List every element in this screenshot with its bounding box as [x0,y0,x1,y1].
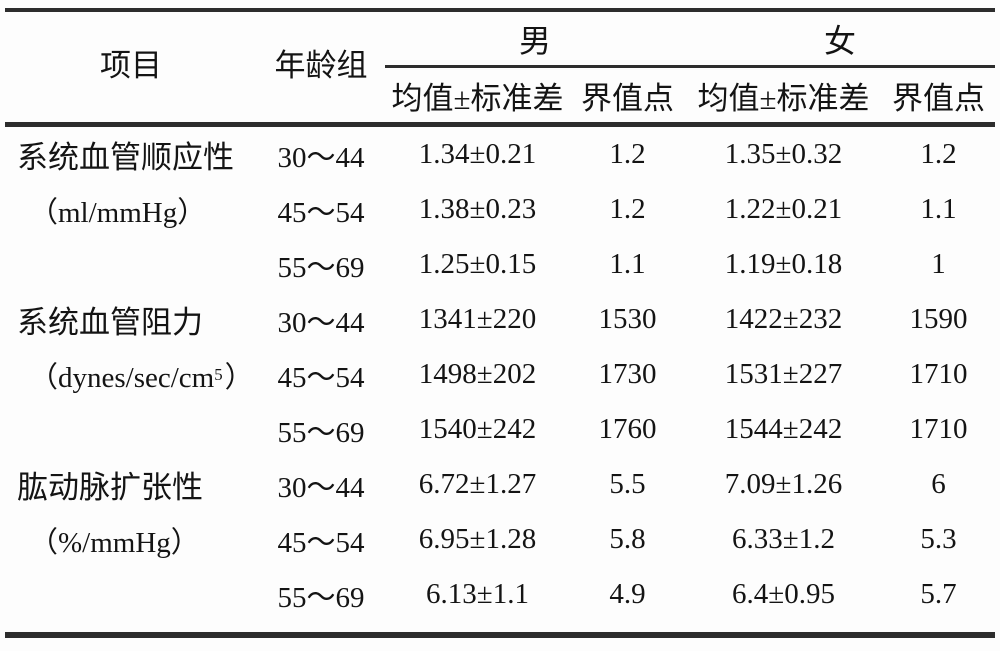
cell-age: 45～54 [277,196,365,229]
table-header: 项目 年龄组 男 女 均值±标准差 界值点 均值±标准差 界值点 [5,12,995,122]
cell-female-mean-sd: 1544±242 [724,413,843,445]
cell-item: 肱动脉扩张性 [17,470,203,505]
cell-item-unit: （dynes/sec/cm 5） [5,347,257,402]
cell-female-cutoff: 1.1 [920,193,957,225]
cell-male-mean-sd: 1.38±0.23 [418,193,537,225]
cell-item: 系统血管顺应性 [17,140,234,175]
cell-age: 30～44 [277,141,365,174]
cell-female-mean-sd: 6.33±1.2 [732,523,835,555]
cell-age: 45～54 [277,361,365,394]
cell-male-mean-sd: 1341±220 [418,303,537,335]
cell-age: 45～54 [277,526,365,559]
table-top-border [5,8,995,12]
cell-male-mean-sd: 1.34±0.21 [418,138,537,170]
cell-female-mean-sd: 6.4±0.95 [732,578,835,610]
cell-female-mean-sd: 1422±232 [724,303,843,335]
subheader-mean-sd-male: 均值±标准差 [391,80,564,116]
cell-female-cutoff: 1 [931,248,946,280]
header-item: 项目 [100,47,162,83]
cell-age: 30～44 [277,306,365,339]
cell-female-mean-sd: 1.22±0.21 [724,193,843,225]
unit-base: （dynes/sec/cm [29,361,215,394]
subheader-cutoff-male: 界值点 [581,80,674,116]
cell-male-cutoff: 1760 [598,413,657,445]
cell-female-mean-sd: 1531±227 [724,358,843,390]
cell-item [5,237,257,292]
subheader-mean-sd-female: 均值±标准差 [697,80,870,116]
cell-female-mean-sd: 1.35±0.32 [724,138,843,170]
cell-female-mean-sd: 1.19±0.18 [724,248,843,280]
cell-female-cutoff: 5.7 [920,578,957,610]
cell-male-cutoff: 1.2 [609,193,646,225]
header-female: 女 [685,12,995,68]
cell-female-cutoff: 1590 [909,303,968,335]
cell-male-cutoff: 1.2 [609,138,646,170]
cell-age: 55～69 [277,416,365,449]
cell-male-mean-sd: 1.25±0.15 [418,248,537,280]
cell-male-mean-sd: 6.95±1.28 [418,523,537,555]
cell-female-cutoff: 5.3 [920,523,957,555]
cell-male-mean-sd: 1540±242 [418,413,537,445]
cell-male-cutoff: 1530 [598,303,657,335]
cell-male-mean-sd: 6.72±1.27 [418,468,537,500]
table-body: 系统血管顺应性 30～44 1.34±0.21 1.2 1.35±0.32 1.… [5,127,995,622]
cell-item [5,567,257,622]
unit-close-paren: ） [224,361,254,394]
cell-male-cutoff: 1.1 [609,248,646,280]
cell-female-cutoff: 1710 [909,413,968,445]
cell-item [5,402,257,457]
cell-age: 55～69 [277,251,365,284]
header-male: 男 [385,12,685,68]
cell-female-cutoff: 6 [931,468,946,500]
cell-male-cutoff: 1730 [598,358,657,390]
cell-male-mean-sd: 1498±202 [418,358,537,390]
cell-item-unit: （ml/mmHg） [29,196,207,229]
cell-item-unit: （%/mmHg） [29,526,200,559]
table-header-divider [5,122,995,127]
cell-male-cutoff: 4.9 [609,578,646,610]
table-bottom-border [5,632,995,638]
cell-age: 30～44 [277,471,365,504]
cell-female-cutoff: 1710 [909,358,968,390]
cell-item: 系统血管阻力 [17,305,203,340]
header-age-group: 年龄组 [274,47,368,83]
cell-male-mean-sd: 6.13±1.1 [426,578,529,610]
cell-age: 55～69 [277,581,365,614]
cell-male-cutoff: 5.5 [609,468,646,500]
cell-male-cutoff: 5.8 [609,523,646,555]
cell-female-cutoff: 1.2 [920,138,957,170]
subheader-cutoff-female: 界值点 [892,80,985,116]
cell-female-mean-sd: 7.09±1.26 [724,468,843,500]
